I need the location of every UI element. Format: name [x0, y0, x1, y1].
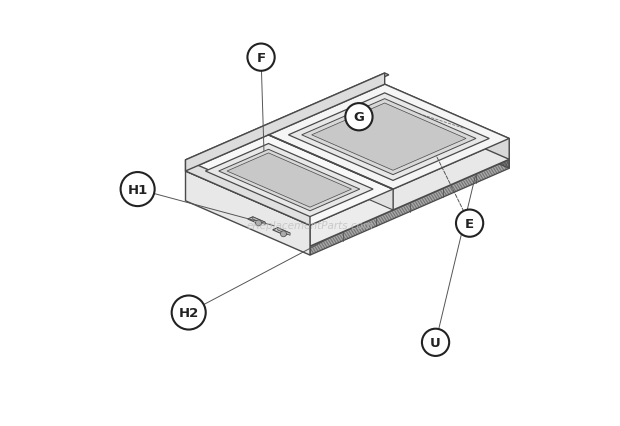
Circle shape — [422, 329, 449, 356]
Polygon shape — [310, 160, 509, 256]
Polygon shape — [302, 99, 476, 175]
Text: U: U — [430, 336, 441, 349]
Polygon shape — [278, 228, 290, 236]
Circle shape — [456, 210, 483, 237]
Text: eReplacementParts.com: eReplacementParts.com — [246, 221, 374, 231]
Circle shape — [172, 296, 206, 330]
Polygon shape — [227, 153, 352, 208]
Circle shape — [280, 231, 286, 237]
Polygon shape — [248, 217, 265, 225]
Polygon shape — [393, 139, 509, 210]
Text: E: E — [465, 217, 474, 230]
Polygon shape — [185, 172, 310, 256]
Polygon shape — [384, 106, 509, 169]
Polygon shape — [253, 217, 265, 225]
Text: G: G — [353, 111, 365, 124]
Polygon shape — [205, 144, 373, 217]
Polygon shape — [273, 228, 290, 236]
Text: H1: H1 — [128, 183, 148, 196]
Polygon shape — [219, 150, 360, 211]
Circle shape — [345, 104, 373, 131]
Polygon shape — [185, 74, 389, 162]
Polygon shape — [268, 135, 393, 210]
Polygon shape — [384, 85, 509, 160]
Circle shape — [247, 44, 275, 72]
Polygon shape — [185, 161, 310, 226]
Circle shape — [255, 220, 262, 226]
Circle shape — [121, 173, 154, 207]
Polygon shape — [185, 74, 384, 172]
Text: H2: H2 — [179, 306, 199, 319]
Polygon shape — [312, 104, 466, 171]
Polygon shape — [310, 190, 393, 247]
Polygon shape — [185, 135, 393, 226]
Polygon shape — [268, 85, 509, 190]
Polygon shape — [288, 94, 489, 181]
Text: F: F — [257, 52, 265, 64]
Polygon shape — [185, 106, 509, 247]
